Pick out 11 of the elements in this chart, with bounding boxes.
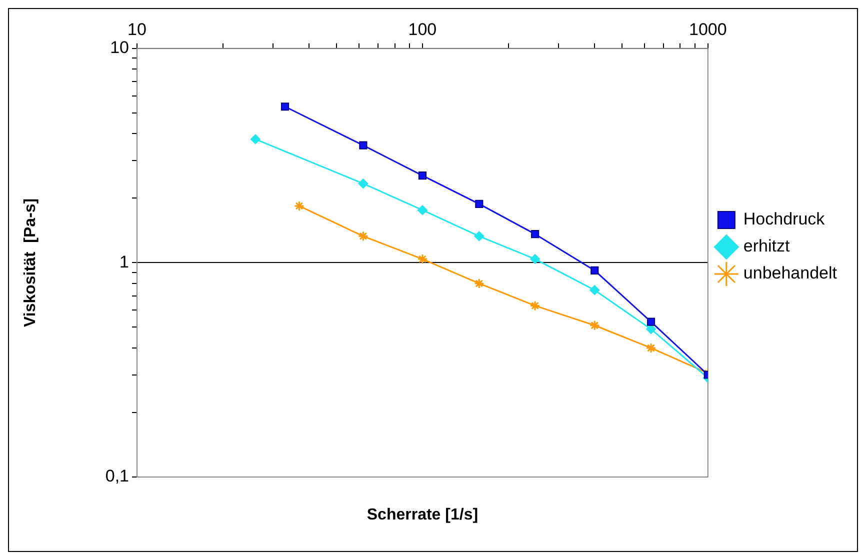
legend-label: erhitzt <box>743 236 790 256</box>
y-tick-label: 0,1 <box>105 466 129 486</box>
x-axis-title: Scherrate [1/s] <box>366 506 478 524</box>
x-tick-label: 10 <box>128 20 146 39</box>
x-tick-label: 100 <box>408 20 437 39</box>
y-tick-label: 1 <box>120 252 129 272</box>
y-axis-title: Viskosität [Pa-s] <box>22 198 40 328</box>
y-tick-label: 10 <box>110 38 129 58</box>
legend-label: Hochdruck <box>743 210 826 229</box>
legend-label: unbehandelt <box>743 264 838 283</box>
x-tick-label: 1000 <box>688 20 727 39</box>
